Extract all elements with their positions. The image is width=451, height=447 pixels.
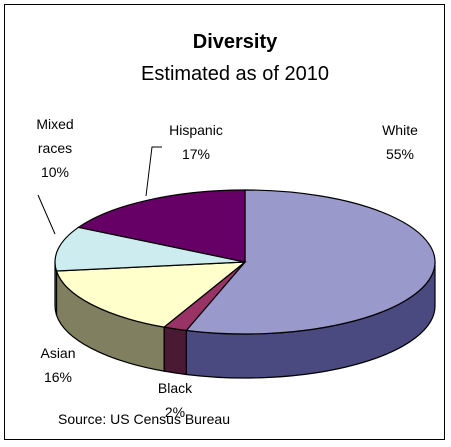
pie-slice-hispanic (77, 189, 246, 263)
leader-line-0 (145, 146, 162, 197)
chart-subtitle: Estimated as of 2010 (141, 63, 329, 85)
pie-side-1 (163, 326, 187, 376)
chart-title: Diversity (193, 31, 278, 53)
pie-slice-mixed-races (54, 226, 246, 272)
label-leaders (37, 146, 162, 235)
slice-label-mixed-races: Mixed races 10% (36, 116, 73, 180)
pie-slice-white (185, 189, 436, 335)
slice-label-hispanic: Hispanic 17% (169, 122, 223, 162)
pie-slice-asian (55, 261, 247, 328)
slice-labels: White 55% Black 2% Asian 16% Mixed races 10% Hisp… (36, 116, 418, 420)
slice-label-black: Black 2% (158, 380, 193, 420)
slice-label-asian: Asian 16% (40, 345, 75, 385)
leader-line-1 (37, 194, 56, 235)
pie-tops (54, 189, 436, 335)
chart-source: Source: US Census Bureau (58, 411, 230, 427)
slice-label-white: White 55% (382, 122, 418, 162)
